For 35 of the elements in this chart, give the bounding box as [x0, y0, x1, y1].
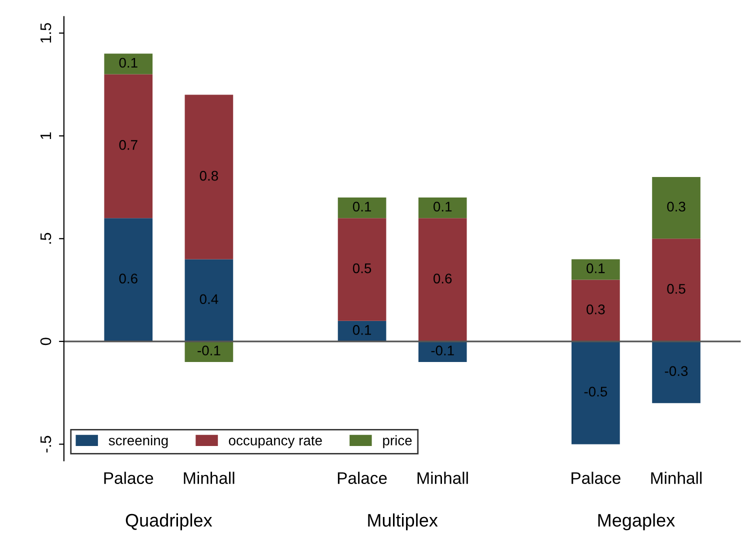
data-label: -0.5 [584, 386, 608, 397]
data-label: -0.3 [664, 366, 688, 376]
x-tick-label: Minhall [184, 472, 234, 484]
x-tick-label: Minhall [418, 472, 468, 484]
legend-label: price [383, 435, 412, 448]
data-label: 0.1 [352, 325, 372, 335]
data-label: 0.4 [200, 294, 218, 304]
data-label: -0.1 [198, 346, 220, 356]
text: Quadriplex [126, 513, 212, 530]
legend-label: occupancy rate [228, 436, 322, 448]
y-tick-label: 0 [40, 338, 52, 346]
x-tick-label: Minhall [651, 472, 702, 484]
x-tick-label: Palace [104, 472, 154, 484]
x-tick-label: Palace [572, 472, 620, 484]
y-tick-label: 1.5 [40, 23, 52, 43]
text: Megaplex [598, 513, 675, 530]
data-label: 0.5 [352, 263, 372, 274]
data-label: 0.7 [119, 140, 138, 150]
y-tick-label: 1 [40, 132, 52, 139]
data-label: 0.6 [119, 274, 138, 284]
data-label: 0.5 [667, 284, 686, 294]
legend-label: screening [108, 435, 168, 448]
data-label: 0.1 [352, 202, 372, 212]
data-label: 0.3 [667, 202, 686, 212]
data-label: 0.8 [200, 170, 218, 181]
data-label: 0.6 [433, 274, 452, 284]
text: Multiplex [368, 513, 438, 530]
data-label: 0.1 [119, 58, 138, 68]
x-tick-label: Palace [338, 472, 387, 484]
data-label: -0.1 [431, 346, 454, 356]
data-label: 0.3 [586, 304, 605, 314]
y-tick-label: -.5 [40, 436, 52, 452]
data-label: 0.1 [586, 263, 605, 274]
data-label: 0.1 [433, 202, 452, 212]
y-tick-label: .5 [40, 232, 52, 244]
